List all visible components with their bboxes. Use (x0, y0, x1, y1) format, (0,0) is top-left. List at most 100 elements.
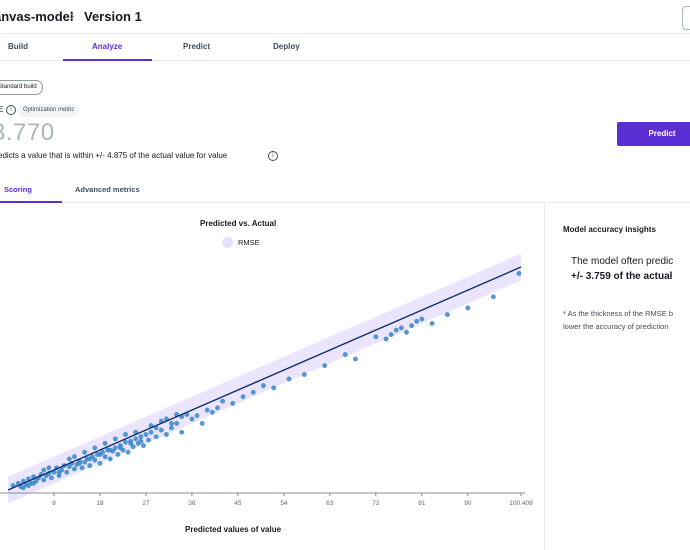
data-point (72, 466, 77, 472)
data-point (102, 440, 108, 446)
build-type-badge: Standard build (0, 80, 43, 95)
chart-panel (0, 203, 545, 550)
tab-scoring[interactable]: Scoring (4, 185, 32, 194)
info-icon[interactable]: i (6, 105, 16, 115)
tab-advanced-metrics[interactable]: Advanced metrics (75, 185, 140, 194)
data-point (261, 383, 266, 389)
predict-button[interactable]: Predict (617, 122, 690, 146)
chevron-right-icon: › (70, 8, 75, 23)
data-point (41, 477, 47, 483)
data-point (66, 464, 72, 470)
top-bar: anvas-model › Version 1 (0, 0, 690, 34)
metric-name: E (0, 105, 4, 114)
data-point (194, 413, 200, 418)
data-point (250, 389, 256, 395)
data-point (20, 485, 26, 491)
data-point (179, 429, 185, 435)
x-tick-label: 36 (188, 500, 196, 507)
insights-note-line1: * As the thickness of the RMSE b (563, 309, 674, 318)
active-tab-indicator (63, 59, 152, 61)
insights-note-line2: lower the accuracy of prediction (563, 322, 669, 331)
legend-swatch-rmse (222, 237, 233, 248)
tab-analyze[interactable]: Analyze (92, 42, 123, 51)
data-point (133, 436, 139, 442)
data-point (118, 445, 123, 451)
active-subtab-indicator (0, 201, 62, 203)
data-point (72, 454, 77, 460)
data-point (409, 323, 415, 329)
insights-panel: Model accuracy insights The model often … (545, 203, 690, 550)
data-point (322, 363, 328, 369)
data-point (174, 420, 180, 426)
data-point (414, 318, 420, 324)
data-point (148, 429, 154, 435)
metric-description: edicts a value that is within +/- 4.875 … (0, 151, 228, 160)
predicted-vs-actual-chart: 9 18 27 36 45 54 63 72 81 90 100.409 (0, 253, 533, 507)
data-point (399, 325, 404, 331)
data-point (26, 483, 31, 488)
insights-summary-line1: The model often predic (571, 256, 674, 267)
data-point (286, 376, 292, 382)
data-point (163, 432, 169, 437)
fit-line (7, 266, 522, 491)
data-point (82, 459, 88, 465)
data-point (199, 420, 205, 426)
data-point (125, 449, 131, 455)
data-point (82, 449, 88, 455)
data-point (92, 457, 98, 463)
x-tick-label: 63 (326, 500, 334, 507)
data-point (107, 456, 113, 462)
data-point (31, 480, 36, 486)
x-tick-label: 54 (280, 500, 288, 507)
data-point (490, 294, 496, 300)
data-point (140, 443, 146, 448)
tab-build[interactable]: Build (8, 42, 28, 51)
x-tick-label: 72 (372, 500, 380, 507)
data-point (41, 467, 47, 473)
data-point (143, 432, 149, 437)
data-point (112, 436, 118, 442)
data-point (419, 316, 425, 322)
tab-predict[interactable]: Predict (183, 42, 211, 51)
data-point (102, 454, 108, 460)
data-point (204, 407, 210, 413)
data-point (429, 321, 435, 326)
data-point (97, 460, 103, 466)
data-point (189, 416, 195, 422)
data-point (158, 427, 164, 433)
data-point (64, 469, 70, 475)
data-point (123, 432, 128, 437)
data-point (130, 444, 136, 450)
data-point (97, 452, 103, 457)
data-point (153, 434, 159, 440)
insights-summary-line2: +/- 3.759 of the actual (571, 271, 673, 282)
data-point (107, 447, 113, 453)
data-point (138, 434, 144, 440)
data-point (66, 456, 72, 462)
breadcrumb-version: Version 1 (84, 9, 142, 24)
top-right-button[interactable] (682, 6, 690, 30)
x-tick-label: 90 (464, 500, 472, 507)
data-point (516, 271, 522, 276)
breadcrumb-model-name[interactable]: anvas-model (0, 9, 74, 24)
data-point (240, 394, 246, 400)
data-point (373, 334, 379, 340)
data-point (146, 437, 151, 443)
x-axis-label: Predicted values of value (185, 525, 282, 534)
chart-title: Predicted vs. Actual (200, 219, 277, 228)
data-point (220, 398, 225, 404)
data-point (301, 372, 307, 377)
x-tick-label: 100.409 (509, 500, 533, 507)
data-point (128, 440, 134, 446)
legend-label-rmse: RMSE (238, 238, 260, 247)
data-point (123, 439, 128, 445)
description-info-icon[interactable]: i (268, 151, 278, 161)
main-tabs: Build Analyze Predict Deploy (0, 34, 690, 61)
data-point (230, 400, 236, 406)
data-point (112, 445, 118, 451)
tab-deploy[interactable]: Deploy (273, 42, 300, 51)
data-point (138, 438, 144, 444)
data-point (404, 329, 409, 335)
data-point (92, 445, 98, 451)
x-tick-label: 81 (418, 500, 426, 507)
